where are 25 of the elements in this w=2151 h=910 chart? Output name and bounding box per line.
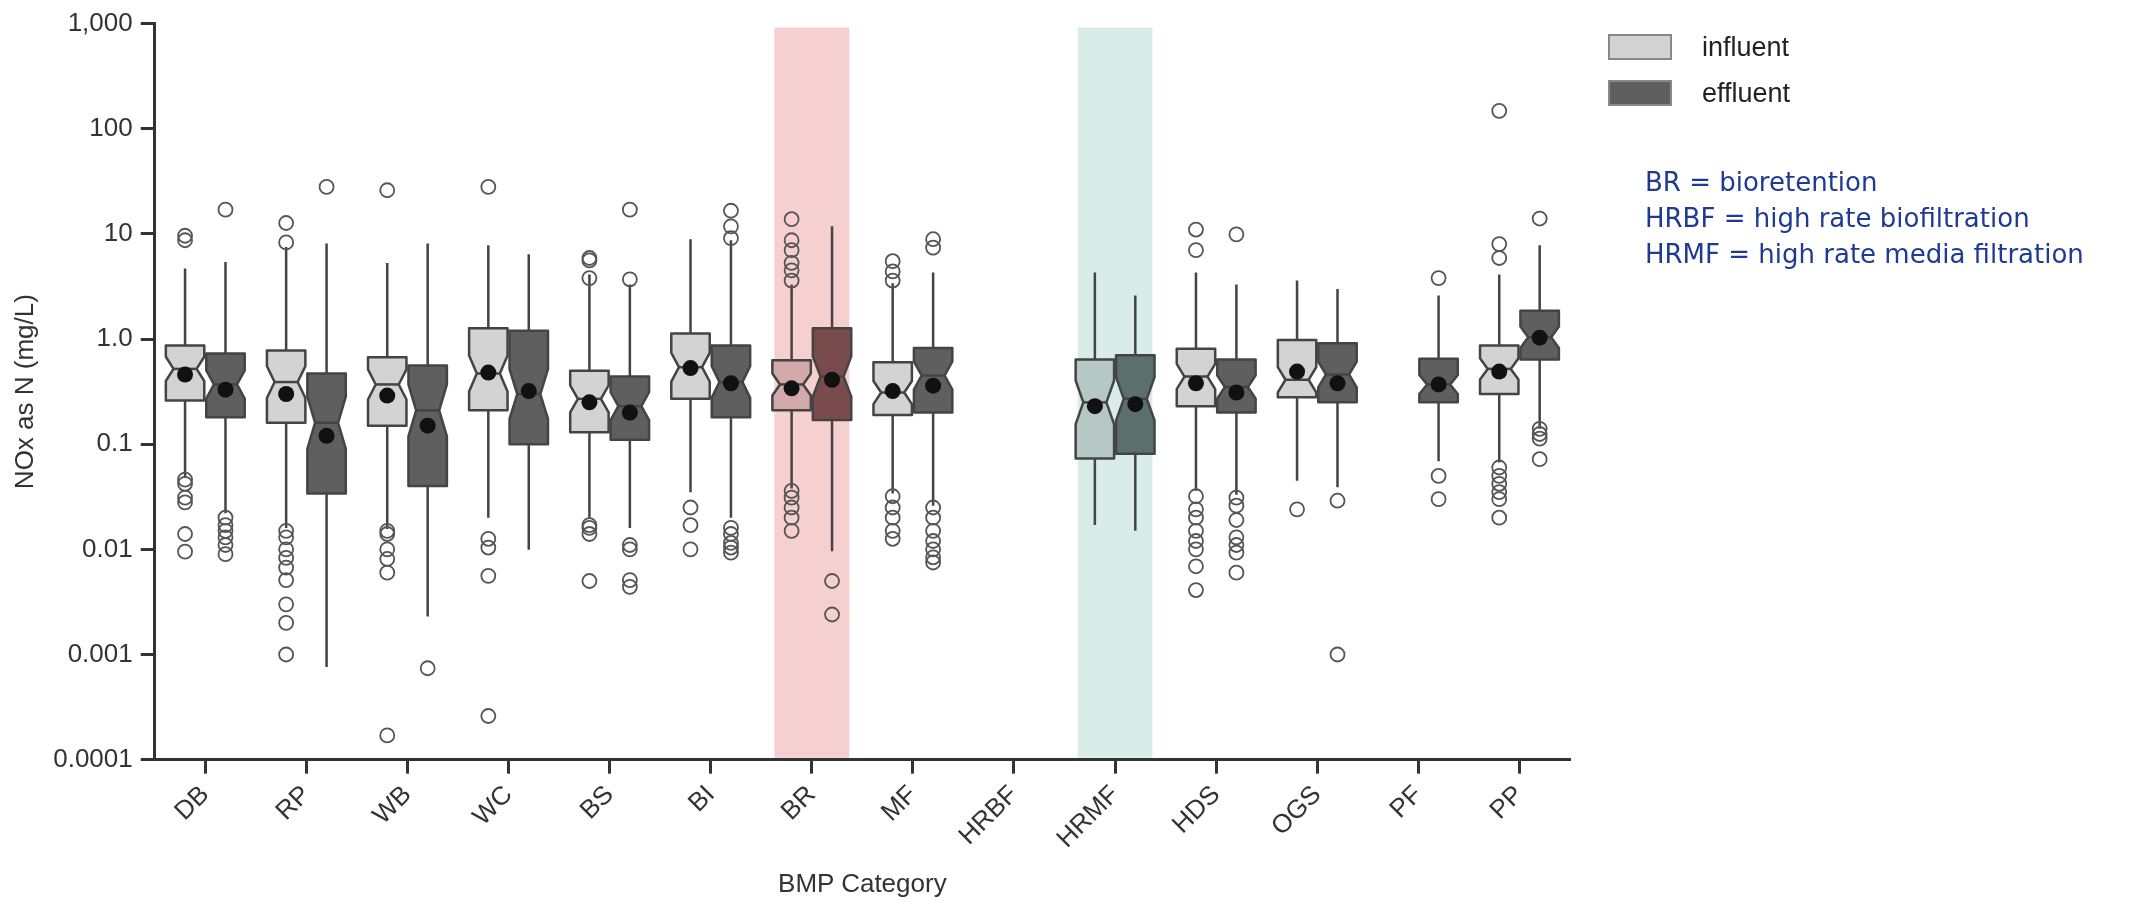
x-axis-title: BMP Category [778,867,947,898]
x-tick-label: PP [1483,778,1529,825]
text: HRMF = high rate media filtration [1645,238,2084,271]
legend-label: effluent [1702,77,1791,109]
y-tick-label: 100 [89,111,133,142]
y-tick-label: 1,000 [67,6,133,37]
y-tick-label: 0.1 [96,427,133,458]
x-tick-label: DB [167,778,215,826]
x-tick-label: PF [1382,778,1428,824]
y-tick-label: 0.01 [82,532,133,563]
text: HRBF = high rate biofiltration [1645,202,2031,235]
x-tick-label: WB [365,778,417,830]
y-tick-label: 0.001 [67,637,133,668]
y-tick-label: 10 [103,217,133,248]
y-axis-title: NOx as N (mg/L) [8,294,39,490]
x-tick-label: BS [573,778,619,825]
x-tick-label: BI [681,778,721,818]
legend-label: influent [1702,31,1790,63]
x-tick-label: WC [466,778,518,831]
x-tick-label: RP [268,778,316,826]
y-tick-label: 0.0001 [53,742,133,773]
y-tick-label: 1.0 [96,322,133,353]
x-tick-label: BR [774,778,822,826]
x-tick-label: MF [874,778,923,827]
text: BR = bioretention [1645,166,1879,199]
